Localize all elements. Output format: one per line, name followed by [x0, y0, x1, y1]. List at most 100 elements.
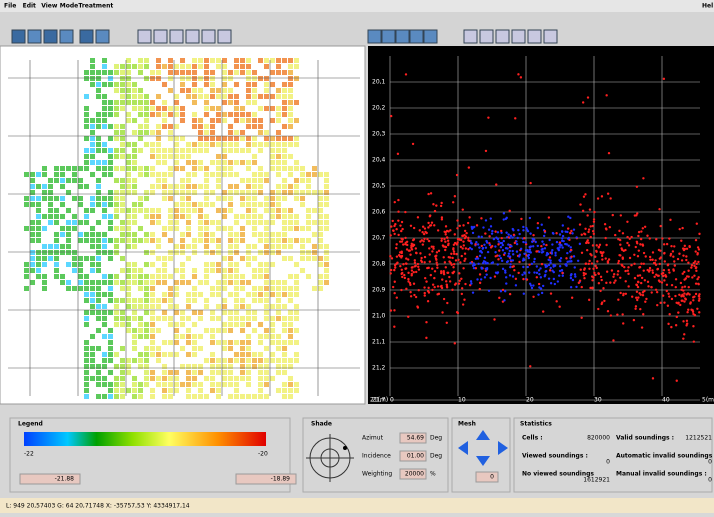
- map-cell: [234, 316, 239, 321]
- sounding: [408, 249, 412, 252]
- tool-button[interactable]: [381, 29, 396, 44]
- map-cell: [108, 286, 113, 291]
- map-cell: [84, 184, 89, 189]
- menu-item[interactable]: Edit: [23, 3, 36, 10]
- tool-button[interactable]: [153, 29, 168, 44]
- arrow-down[interactable]: [476, 456, 490, 466]
- tool-button[interactable]: [463, 29, 478, 44]
- map-cell: [120, 70, 125, 75]
- tool-button[interactable]: [511, 29, 526, 44]
- map-cell: [168, 286, 173, 291]
- sounding: [673, 264, 677, 267]
- map-cell: [228, 382, 233, 387]
- sounding: [437, 249, 441, 253]
- map-cell: [252, 124, 257, 129]
- tool-button[interactable]: [217, 29, 232, 44]
- tool-button[interactable]: [423, 29, 438, 44]
- sounding: [540, 291, 544, 295]
- sounding: [599, 275, 603, 279]
- tool-button[interactable]: [95, 29, 110, 44]
- map-cell: [24, 172, 29, 177]
- sounding: [440, 218, 444, 221]
- map-cell: [258, 352, 263, 357]
- sounding: [417, 268, 421, 271]
- shade-field[interactable]: [399, 450, 427, 462]
- map-cell: [252, 190, 257, 195]
- sounding: [609, 281, 612, 284]
- map-cell: [264, 82, 269, 87]
- legend-max-field[interactable]: [235, 473, 297, 485]
- tool-button[interactable]: [527, 29, 542, 44]
- tool-button[interactable]: [495, 29, 510, 44]
- sounding: [548, 238, 551, 242]
- sounding: [487, 228, 491, 231]
- tool-button[interactable]: [479, 29, 494, 44]
- arrow-left[interactable]: [458, 441, 468, 455]
- map-cell: [120, 82, 125, 87]
- map-cell: [162, 190, 167, 195]
- map-cell: [306, 274, 311, 279]
- dial-handle[interactable]: [343, 446, 347, 450]
- map-cell: [264, 232, 269, 237]
- map-cell: [90, 136, 95, 141]
- map-cell: [174, 166, 179, 171]
- tool-button[interactable]: [59, 29, 74, 44]
- arrow-right[interactable]: [498, 441, 508, 455]
- map-cell: [114, 352, 119, 357]
- arrow-up[interactable]: [476, 430, 490, 440]
- map-cell: [246, 208, 251, 213]
- map-cell: [60, 178, 65, 183]
- menu-help[interactable]: Hel: [702, 3, 713, 10]
- sounding: [540, 262, 544, 266]
- shade-field[interactable]: [399, 432, 427, 444]
- menu-item[interactable]: View: [41, 3, 58, 10]
- sounding: [395, 228, 398, 231]
- stat-label: Automatic invalid soundings :: [616, 453, 714, 460]
- map-cell: [66, 286, 71, 291]
- tool-button[interactable]: [185, 29, 200, 44]
- tool-button[interactable]: [169, 29, 184, 44]
- sounding: [696, 252, 699, 255]
- sounding: [597, 307, 600, 311]
- mesh-field[interactable]: [475, 471, 499, 483]
- menu-item[interactable]: Treatment: [78, 3, 113, 10]
- tool-button[interactable]: [27, 29, 42, 44]
- sounding: [638, 274, 642, 277]
- map-cell: [66, 226, 71, 231]
- map-cell: [228, 322, 233, 327]
- sounding: [609, 314, 613, 317]
- map-cell: [90, 196, 95, 201]
- map-cell: [90, 298, 95, 303]
- legend-min-field[interactable]: [19, 473, 81, 485]
- sounding: [668, 313, 671, 316]
- map-cell: [156, 214, 161, 219]
- sounding: [567, 215, 570, 218]
- map-cell: [120, 394, 125, 399]
- map-cell: [174, 94, 179, 99]
- map-cell: [90, 226, 95, 231]
- tool-button[interactable]: [367, 29, 382, 44]
- menu-item[interactable]: File: [4, 3, 16, 10]
- tool-button[interactable]: [201, 29, 216, 44]
- map-cell: [24, 202, 29, 207]
- tool-button[interactable]: [11, 29, 26, 44]
- map-cell: [228, 238, 233, 243]
- map-cell: [180, 262, 185, 267]
- sounding: [604, 236, 607, 240]
- map-cell: [96, 262, 101, 267]
- sounding: [590, 262, 594, 265]
- tool-button[interactable]: [395, 29, 410, 44]
- map-cell: [138, 328, 143, 333]
- map-cell: [240, 316, 245, 321]
- map-cell: [252, 82, 257, 87]
- tool-button[interactable]: [543, 29, 558, 44]
- tool-button[interactable]: [43, 29, 58, 44]
- map-cell: [114, 64, 119, 69]
- menu-item[interactable]: Mode: [60, 3, 78, 10]
- shade-field[interactable]: [399, 468, 427, 480]
- tool-button[interactable]: [79, 29, 94, 44]
- map-cell: [264, 394, 269, 399]
- tool-button[interactable]: [137, 29, 152, 44]
- map-cell: [282, 136, 287, 141]
- tool-button[interactable]: [409, 29, 424, 44]
